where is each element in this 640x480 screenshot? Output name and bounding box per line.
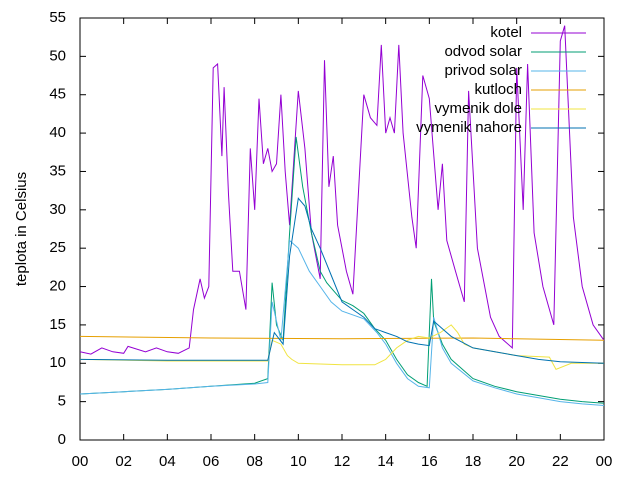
legend-label: kotel (490, 24, 522, 41)
legend-label: odvod solar (444, 43, 522, 60)
x-tick-label: 14 (377, 453, 394, 470)
x-tick-label: 04 (159, 453, 176, 470)
y-tick-label: 25 (49, 239, 66, 256)
x-tick-label: 20 (508, 453, 525, 470)
x-tick-label: 22 (552, 453, 569, 470)
y-axis-label: teplota in Celsius (13, 172, 30, 286)
y-tick-label: 50 (49, 47, 66, 64)
y-tick-label: 5 (58, 393, 66, 410)
x-tick-label: 18 (465, 453, 482, 470)
x-tick-label: 16 (421, 453, 438, 470)
y-tick-label: 45 (49, 86, 66, 103)
x-tick-label: 12 (334, 453, 351, 470)
x-tick-label: 02 (115, 453, 132, 470)
legend-label: privod solar (444, 62, 522, 79)
x-tick-label: 08 (246, 453, 263, 470)
y-tick-label: 10 (49, 354, 66, 371)
y-tick-label: 35 (49, 162, 66, 179)
x-tick-label: 00 (596, 453, 613, 470)
y-tick-label: 0 (58, 431, 66, 448)
x-tick-label: 00 (72, 453, 89, 470)
legend-label: vymenik nahore (416, 119, 522, 136)
series-line (79, 197, 605, 364)
y-tick-label: 55 (49, 9, 66, 26)
plot-border (79, 17, 605, 441)
x-tick-label: 06 (203, 453, 220, 470)
series-line (79, 239, 605, 406)
y-tick-label: 15 (49, 316, 66, 333)
series-line (79, 335, 605, 341)
x-tick-label: 10 (290, 453, 307, 470)
legend-label: kutloch (474, 81, 522, 98)
legend-label: vymenik dole (434, 100, 522, 117)
y-tick-label: 40 (49, 124, 66, 141)
series-line (79, 136, 605, 404)
y-tick-label: 20 (49, 278, 66, 295)
y-tick-label: 30 (49, 201, 66, 218)
